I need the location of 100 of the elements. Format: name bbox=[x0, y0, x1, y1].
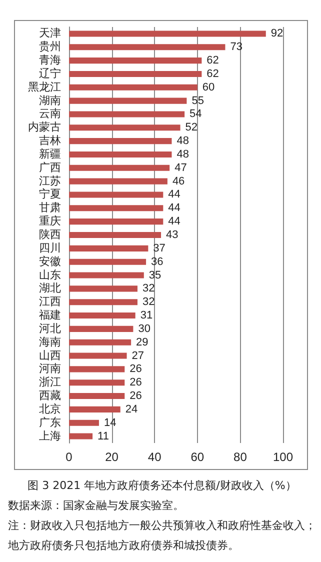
data-label: 36 bbox=[151, 256, 164, 268]
data-label: 24 bbox=[125, 403, 138, 416]
y-tick-label: 福建 bbox=[39, 308, 61, 322]
data-label: 11 bbox=[98, 430, 109, 442]
text: 注：财政收入只包括地方一般公共预算收入和政府性基金收入；地方政府债务只包括地方政府债券和城投债券。 bbox=[8, 518, 316, 554]
bar bbox=[69, 178, 168, 184]
bar bbox=[69, 124, 180, 131]
data-label: 48 bbox=[176, 135, 189, 148]
data-label: 46 bbox=[172, 175, 185, 188]
y-tick-label: 湖南 bbox=[39, 94, 61, 107]
bar bbox=[69, 366, 125, 372]
bar bbox=[69, 58, 202, 64]
data-label: 73 bbox=[230, 41, 242, 54]
y-tick-label: 北京 bbox=[39, 402, 61, 416]
bar bbox=[69, 258, 146, 265]
y-tick-label: 云南 bbox=[39, 107, 61, 120]
data-label: 32 bbox=[142, 282, 155, 295]
bar bbox=[69, 44, 226, 50]
bar bbox=[69, 70, 202, 77]
x-tick-label: 20 bbox=[105, 450, 119, 464]
data-label: 48 bbox=[176, 148, 189, 160]
bar bbox=[69, 98, 187, 104]
y-tick-label: 上海 bbox=[39, 429, 61, 442]
data-label: 44 bbox=[168, 216, 180, 228]
bar bbox=[69, 151, 172, 158]
bar bbox=[69, 272, 144, 278]
bar bbox=[69, 433, 93, 440]
x-tick-label: 60 bbox=[190, 450, 204, 464]
data-label: 62 bbox=[206, 54, 219, 67]
bar bbox=[69, 299, 138, 306]
y-tick-label: 湖北 bbox=[39, 282, 61, 295]
y-tick-label: 宁夏 bbox=[39, 188, 61, 201]
bar bbox=[69, 192, 164, 198]
data-label: 14 bbox=[104, 416, 116, 429]
y-tick-label: 天津 bbox=[39, 26, 61, 40]
bar bbox=[69, 420, 99, 426]
y-tick-label: 黑龙江 bbox=[28, 80, 61, 94]
bar bbox=[69, 286, 138, 292]
data-label: 62 bbox=[206, 68, 219, 80]
bar bbox=[69, 164, 170, 171]
x-tick-label: 0 bbox=[66, 450, 73, 464]
y-tick-label: 山西 bbox=[39, 348, 61, 362]
bar bbox=[69, 232, 162, 238]
y-tick-label: 安徽 bbox=[39, 254, 61, 268]
y-tick-label: 山东 bbox=[39, 268, 61, 282]
data-label: 26 bbox=[130, 376, 142, 389]
bar bbox=[69, 352, 127, 359]
data-label: 37 bbox=[153, 242, 166, 254]
bar bbox=[69, 218, 164, 225]
data-label: 35 bbox=[148, 269, 162, 282]
data-label: 60 bbox=[202, 81, 215, 94]
data-label: 54 bbox=[190, 108, 202, 120]
y-tick-label: 辽宁 bbox=[39, 66, 61, 80]
data-label: 26 bbox=[130, 363, 142, 376]
x-tick-label: 40 bbox=[148, 450, 162, 464]
y-tick-label: 广西 bbox=[39, 160, 61, 174]
y-tick-label: 广东 bbox=[39, 416, 61, 429]
bar bbox=[69, 312, 136, 319]
bar bbox=[69, 205, 164, 212]
data-label: 44 bbox=[168, 202, 180, 214]
y-tick-label: 甘肃 bbox=[39, 201, 61, 214]
y-tick-label: 江苏 bbox=[39, 174, 61, 188]
bar bbox=[69, 393, 125, 400]
data-label: 27 bbox=[132, 350, 144, 362]
y-tick-label: 新疆 bbox=[39, 147, 61, 160]
data-label: 44 bbox=[168, 188, 180, 201]
bar bbox=[69, 406, 120, 412]
data-label: 32 bbox=[142, 296, 155, 308]
y-tick-label: 贵州 bbox=[39, 40, 61, 54]
y-tick-label: 四川 bbox=[39, 241, 61, 254]
y-tick-label: 重庆 bbox=[39, 214, 61, 228]
y-tick-label: 浙江 bbox=[39, 376, 61, 389]
y-tick-label: 河北 bbox=[39, 322, 61, 335]
data-label: 26 bbox=[130, 390, 142, 402]
bar bbox=[69, 245, 148, 252]
data-label: 30 bbox=[138, 322, 150, 335]
bar bbox=[69, 326, 134, 332]
bar bbox=[69, 380, 125, 386]
data-label: 92 bbox=[270, 28, 284, 40]
data-label: 31 bbox=[140, 310, 153, 322]
x-tick-label: 100 bbox=[272, 450, 294, 464]
bar bbox=[69, 339, 132, 346]
x-tick-label: 80 bbox=[234, 450, 248, 464]
y-tick-label: 海南 bbox=[39, 335, 61, 348]
y-tick-label: 江西 bbox=[39, 296, 61, 308]
data-label: 47 bbox=[174, 162, 187, 174]
y-tick-label: 西藏 bbox=[39, 389, 61, 402]
data-label: 52 bbox=[185, 122, 198, 134]
bar bbox=[69, 84, 198, 90]
y-tick-label: 吉林 bbox=[39, 134, 61, 148]
data-label: 55 bbox=[192, 94, 204, 107]
y-tick-label: 河南 bbox=[39, 362, 61, 376]
data-label: 43 bbox=[166, 229, 178, 241]
data-label: 29 bbox=[136, 336, 148, 348]
bar bbox=[69, 30, 266, 37]
bar bbox=[69, 111, 185, 118]
y-tick-label: 内蒙古 bbox=[28, 120, 61, 134]
y-tick-label: 青海 bbox=[39, 54, 61, 67]
text: 图 3 2021 年地方政府债务还本付息额/财政收入（%） bbox=[26, 478, 298, 494]
bar bbox=[69, 138, 172, 144]
